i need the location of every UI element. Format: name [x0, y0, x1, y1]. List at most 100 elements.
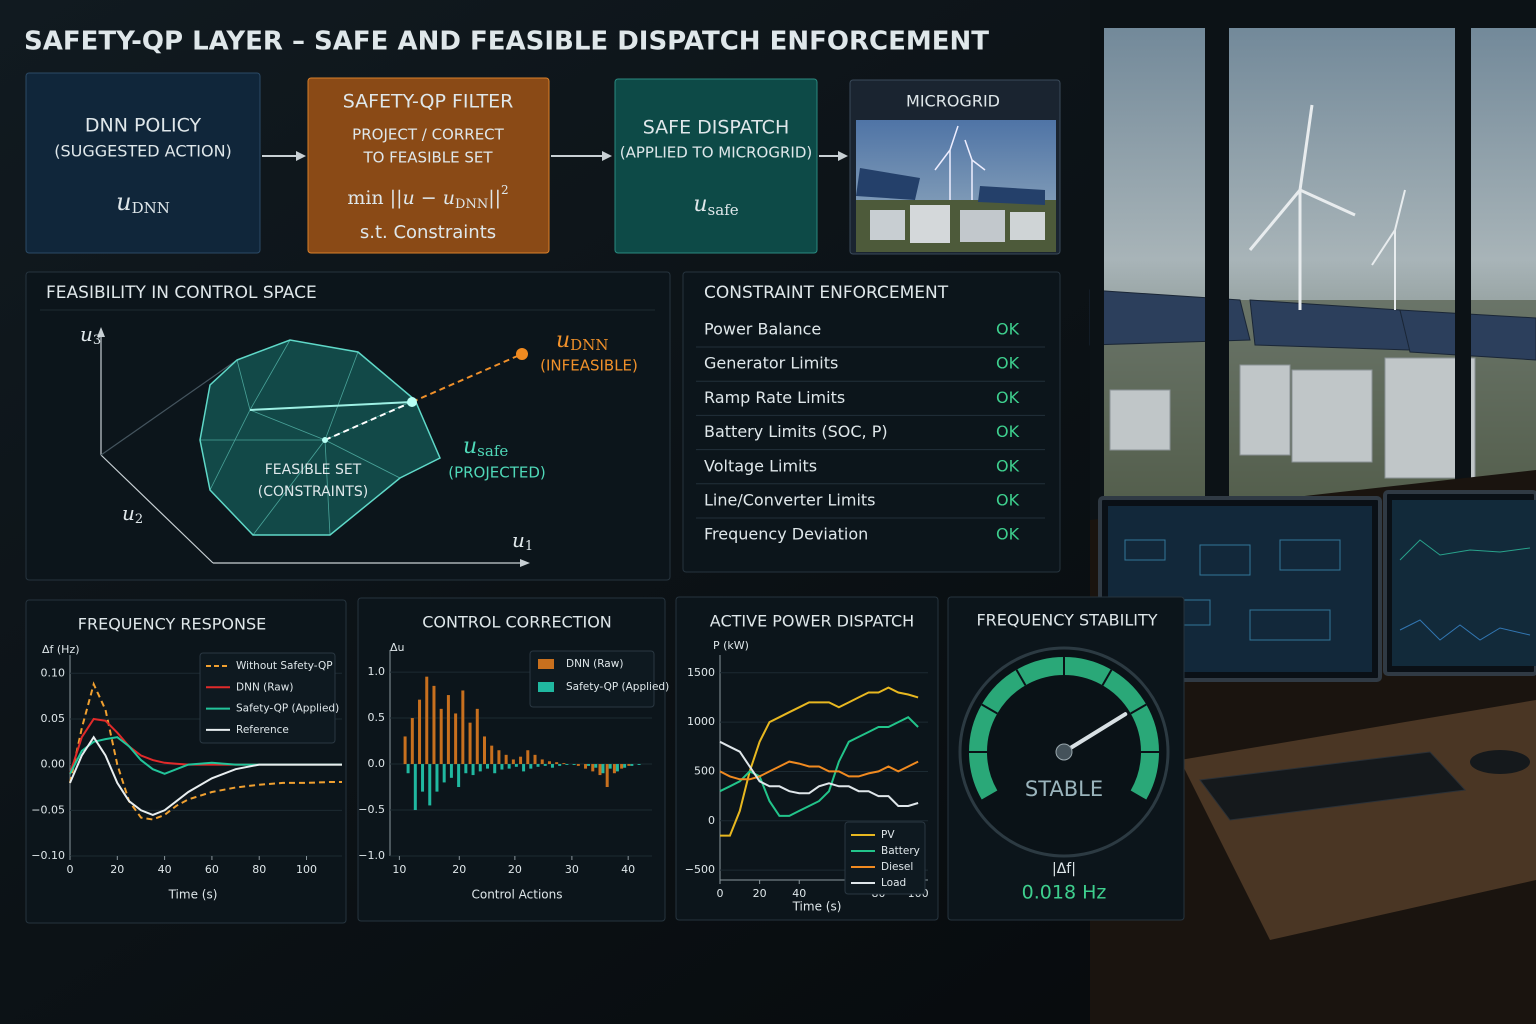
constraint-name: Power Balance [704, 320, 821, 339]
symbol: u [122, 501, 135, 525]
x-tick-label: 40 [792, 887, 806, 900]
dnn-label: uDNN [556, 328, 608, 354]
constraint-status: OK [996, 491, 1020, 510]
box-subtitle: (SUGGESTED ACTION) [54, 142, 232, 161]
subscript: safe [708, 201, 739, 219]
bar [497, 750, 501, 765]
legend-label: Battery [881, 845, 920, 857]
bar [615, 764, 619, 772]
office-photo [1089, 0, 1536, 1024]
axis-label: u3 [80, 322, 101, 348]
bar [471, 764, 475, 776]
gauge-needle [1062, 712, 1128, 754]
index: 2 [135, 512, 143, 527]
bar [594, 764, 598, 768]
symbol: u [116, 188, 131, 216]
constraint-name: Battery Limits (SOC, P) [704, 422, 888, 441]
bar [529, 764, 533, 769]
legend-label: Safety-QP (Applied) [566, 681, 669, 693]
legend-label: Safety-QP (Applied) [236, 703, 339, 715]
bar [439, 708, 443, 765]
legend-swatch [538, 659, 554, 669]
bar [507, 764, 511, 769]
gauge-segment [981, 703, 998, 715]
bar [550, 764, 554, 768]
bar [406, 764, 410, 774]
constraint-name: Generator Limits [704, 354, 838, 373]
constraint-status: OK [996, 354, 1020, 373]
constraint-name: Ramp Rate Limits [704, 388, 845, 407]
bar [413, 764, 417, 811]
box-subtitle: (APPLIED TO MICROGRID) [620, 144, 812, 162]
bar [511, 759, 515, 765]
bar [620, 764, 624, 769]
bar [428, 764, 432, 806]
symbol: u [80, 322, 93, 346]
box-title: DNN POLICY [85, 115, 202, 137]
box-title: SAFETY-QP FILTER [343, 91, 514, 113]
formula-sup: 2 [501, 183, 509, 197]
gauge-value-label: 0.018 Hz [1022, 882, 1107, 904]
math-symbol: usafe [693, 192, 738, 219]
bar [500, 764, 504, 770]
bar [421, 764, 425, 792]
subscript: DNN [570, 336, 608, 354]
legend-box [199, 652, 336, 744]
bar [454, 713, 458, 765]
x-tick-label: 40 [621, 863, 635, 876]
y-tick-label: −0.10 [31, 849, 65, 862]
x-tick-label: 20 [508, 863, 522, 876]
x-tick-label: 0 [717, 887, 724, 900]
symbol: u [556, 328, 570, 353]
safe-note: (PROJECTED) [448, 464, 546, 482]
bar [490, 745, 494, 765]
y-tick-label: 0.00 [41, 758, 66, 771]
bar [410, 718, 414, 765]
legend-label: DNN (Raw) [566, 658, 623, 670]
bar [627, 764, 631, 766]
bar [485, 764, 489, 769]
legend-label: DNN (Raw) [236, 681, 293, 693]
index: 3 [93, 333, 101, 348]
bar [630, 764, 634, 766]
x-tick-label: 100 [296, 863, 317, 876]
y-tick-label: −500 [685, 863, 715, 876]
x-tick-label: 30 [565, 863, 579, 876]
constraint-name: Frequency Deviation [704, 525, 868, 544]
bar [514, 764, 518, 767]
bar [526, 750, 530, 765]
bar [536, 764, 540, 767]
x-tick-label: 40 [158, 863, 172, 876]
bar [576, 764, 580, 766]
y-tick-label: −1.0 [358, 849, 385, 862]
bar [555, 762, 559, 765]
bar [572, 764, 576, 765]
y-tick-label: 0.05 [41, 712, 66, 725]
y-tick-label: 0.5 [368, 711, 386, 724]
microgrid-image [856, 120, 1056, 252]
y-axis-label: Δf (Hz) [42, 643, 80, 656]
x-tick-label: 60 [205, 863, 219, 876]
bar [475, 708, 479, 765]
bar [461, 690, 465, 765]
bar [601, 764, 605, 774]
bar [482, 736, 486, 765]
bar [558, 764, 562, 766]
bar [519, 756, 523, 765]
box-title: SAFE DISPATCH [643, 117, 790, 139]
box-line: TO FEASIBLE SET [362, 149, 493, 167]
bar [623, 764, 627, 768]
bar [584, 764, 588, 769]
panel-title: CONSTRAINT ENFORCEMENT [704, 283, 949, 303]
gauge-segment [1015, 669, 1027, 686]
gauge-hub [1055, 743, 1073, 761]
bar [591, 764, 595, 772]
series-line [69, 735, 342, 816]
legend-label: PV [881, 829, 895, 841]
gauge-value-name: |Δf| [1052, 861, 1076, 877]
bar [435, 764, 439, 792]
legend-box [529, 650, 655, 708]
series-line [719, 760, 919, 781]
symbol: u [693, 192, 707, 217]
safe-label: usafe [463, 434, 508, 460]
